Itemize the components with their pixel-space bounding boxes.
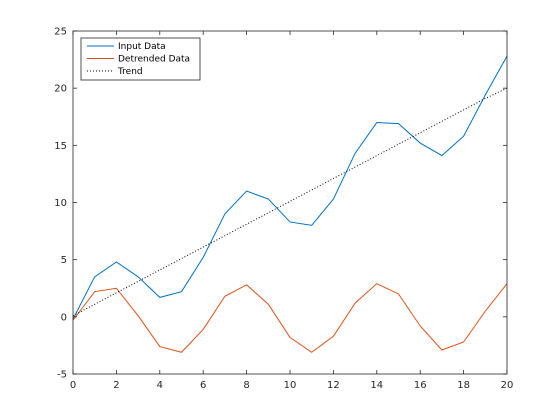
y-tick-label: 10 <box>54 198 67 209</box>
x-tick-label: 2 <box>113 380 119 391</box>
y-tick-label: 5 <box>61 255 67 266</box>
legend: Input Data Detrended Data Trend <box>80 37 201 81</box>
x-tick-label: 4 <box>157 380 163 391</box>
x-tick-label: 8 <box>243 380 249 391</box>
y-tick-label: 0 <box>61 312 67 323</box>
x-tick-label: 0 <box>70 380 76 391</box>
y-tick-label: -5 <box>57 370 67 381</box>
y-tick-label: 25 <box>54 27 67 38</box>
series-line-2 <box>72 283 508 353</box>
x-tick-label: 10 <box>284 380 297 391</box>
plot-frame <box>72 30 508 375</box>
series-lines <box>72 55 508 353</box>
x-tick-label: 16 <box>414 380 427 391</box>
series-line-1 <box>72 55 508 320</box>
y-tick-label: 20 <box>54 84 67 95</box>
legend-label-3: Trend <box>117 67 143 77</box>
series-line-3 <box>72 87 508 317</box>
x-tick-label: 6 <box>200 380 206 391</box>
legend-label-2: Detrended Data <box>118 55 190 65</box>
y-tick-label: 15 <box>54 141 67 152</box>
x-tick-label: 18 <box>457 380 470 391</box>
x-tick-label: 14 <box>370 380 383 391</box>
legend-label-1: Input Data <box>118 42 166 52</box>
x-tick-label: 20 <box>501 380 514 391</box>
x-tick-label: 12 <box>327 380 340 391</box>
plot-area <box>73 31 507 374</box>
